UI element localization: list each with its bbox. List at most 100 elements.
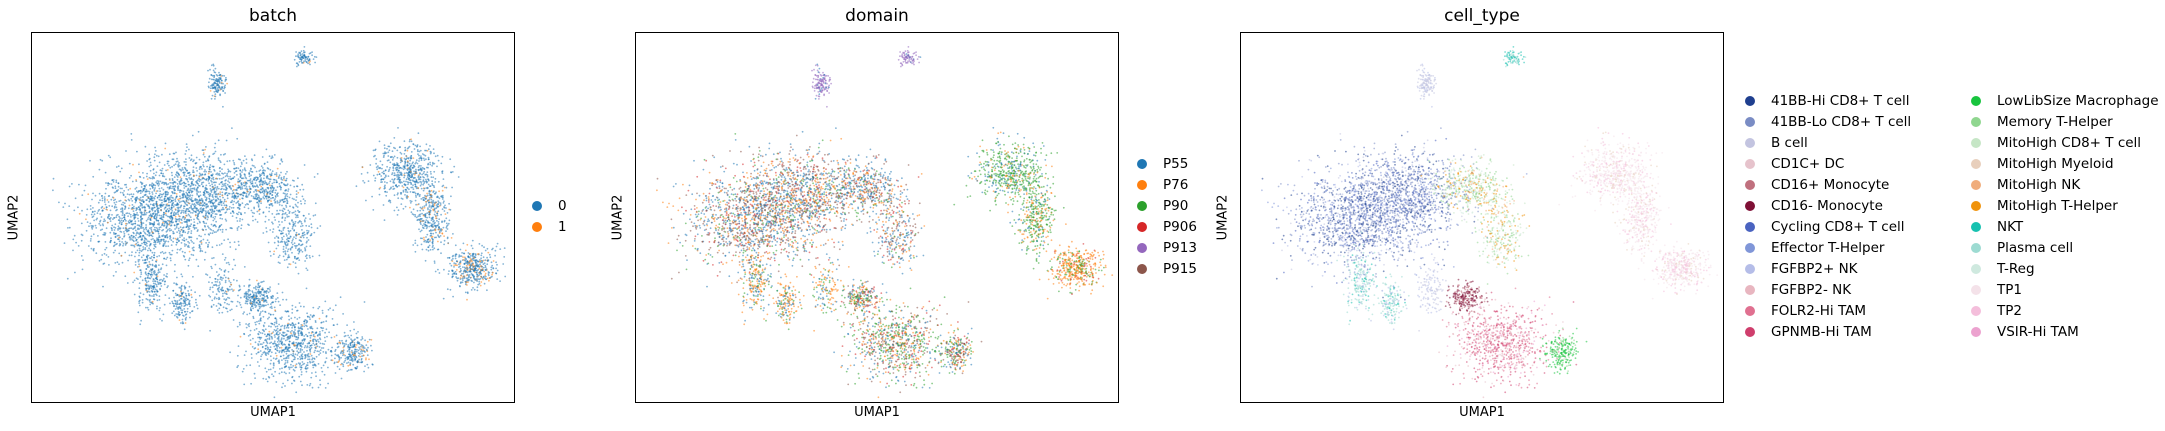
scatter-point bbox=[168, 220, 171, 222]
scatter-point bbox=[349, 359, 351, 361]
scatter-point bbox=[270, 335, 273, 338]
scatter-point bbox=[304, 200, 306, 202]
scatter-point bbox=[302, 236, 305, 239]
scatter-point bbox=[294, 257, 296, 260]
scatter-point bbox=[309, 318, 311, 321]
scatter-point bbox=[318, 317, 321, 320]
scatter-point bbox=[172, 310, 175, 313]
scatter-point bbox=[176, 178, 179, 181]
scatter-point bbox=[190, 296, 193, 299]
scatter-point bbox=[146, 245, 148, 247]
scatter-point bbox=[234, 248, 237, 251]
scatter-point bbox=[250, 167, 252, 170]
scatter-point bbox=[148, 247, 150, 250]
scatter-point bbox=[277, 244, 280, 247]
scatter-point bbox=[149, 243, 152, 246]
scatter-point bbox=[309, 234, 312, 237]
scatter-point bbox=[254, 347, 257, 349]
scatter-point bbox=[301, 61, 304, 64]
scatter-point bbox=[195, 167, 198, 169]
scatter-point bbox=[354, 359, 356, 362]
scatter-point bbox=[340, 377, 343, 380]
scatter-point bbox=[269, 306, 272, 309]
scatter-point bbox=[106, 209, 109, 211]
scatter-point bbox=[285, 189, 287, 191]
scatter-point bbox=[301, 183, 304, 186]
scatter-point bbox=[144, 247, 147, 249]
scatter-point bbox=[52, 177, 55, 180]
scatter-point bbox=[271, 221, 273, 224]
scatter-point bbox=[205, 196, 208, 199]
scatter-point bbox=[291, 322, 294, 325]
scatter-point bbox=[265, 299, 268, 302]
scatter-point bbox=[207, 69, 209, 72]
scatter-point bbox=[353, 339, 355, 342]
scatter-point bbox=[115, 209, 117, 212]
scatter-point bbox=[294, 210, 297, 213]
scatter-point bbox=[91, 210, 94, 213]
scatter-point bbox=[299, 52, 302, 54]
scatter-point bbox=[321, 329, 324, 332]
scatter-point bbox=[211, 183, 214, 186]
scatter-point bbox=[278, 351, 281, 354]
scatter-point bbox=[293, 369, 296, 372]
scatter-point bbox=[169, 217, 172, 220]
scatter-point bbox=[195, 201, 198, 204]
scatter-point bbox=[303, 322, 306, 325]
scatter-point bbox=[214, 215, 217, 218]
scatter-point bbox=[143, 209, 146, 212]
scatter-point bbox=[269, 192, 272, 195]
scatter-point bbox=[213, 218, 216, 220]
scatter-point bbox=[248, 185, 251, 188]
scatter-point bbox=[296, 338, 299, 341]
scatter-point bbox=[307, 352, 310, 355]
scatter-point bbox=[352, 355, 355, 358]
scatter-point bbox=[144, 261, 147, 264]
scatter-point bbox=[238, 207, 241, 210]
scatter-point bbox=[365, 357, 367, 359]
scatter-point bbox=[152, 184, 155, 187]
scatter-point bbox=[148, 291, 151, 293]
scatter-point bbox=[271, 155, 274, 157]
scatter-point bbox=[114, 232, 117, 235]
scatter-point bbox=[187, 226, 190, 229]
scatter-point bbox=[229, 288, 231, 291]
scatter-point bbox=[267, 303, 269, 306]
scatter-point bbox=[216, 209, 218, 212]
scatter-point bbox=[117, 185, 120, 188]
scatter-point bbox=[163, 277, 165, 280]
scatter-point bbox=[239, 288, 242, 291]
scatter-point bbox=[240, 161, 243, 164]
scatter-point bbox=[304, 255, 307, 258]
scatter-point bbox=[189, 159, 192, 162]
scatter-point bbox=[98, 168, 101, 171]
scatter-point bbox=[111, 214, 113, 216]
scatter-point bbox=[140, 225, 142, 228]
scatter-point bbox=[191, 187, 193, 190]
scatter-point bbox=[303, 335, 306, 337]
scatter-point bbox=[396, 149, 399, 152]
scatter-point bbox=[172, 205, 175, 208]
scatter-point bbox=[121, 238, 124, 240]
scatter-point bbox=[290, 363, 292, 366]
scatter-point bbox=[188, 177, 191, 179]
scatter-point bbox=[292, 350, 295, 353]
scatter-point bbox=[195, 301, 197, 304]
scatter-point bbox=[324, 300, 327, 303]
scatter-point bbox=[217, 157, 220, 160]
scatter-point bbox=[122, 201, 124, 204]
scatter-point bbox=[274, 300, 277, 303]
scatter-point bbox=[169, 238, 171, 240]
scatter-point bbox=[164, 147, 167, 150]
scatter-point bbox=[254, 185, 257, 188]
scatter-point bbox=[168, 153, 171, 156]
scatter-point bbox=[166, 197, 169, 200]
scatter-point bbox=[284, 334, 287, 337]
scatter-point bbox=[281, 199, 284, 202]
scatter-point bbox=[179, 191, 181, 194]
scatter-point bbox=[181, 182, 184, 185]
scatter-point bbox=[338, 368, 341, 371]
scatter-point bbox=[174, 163, 177, 166]
scatter-point bbox=[299, 358, 302, 361]
scatter-point bbox=[175, 160, 178, 163]
